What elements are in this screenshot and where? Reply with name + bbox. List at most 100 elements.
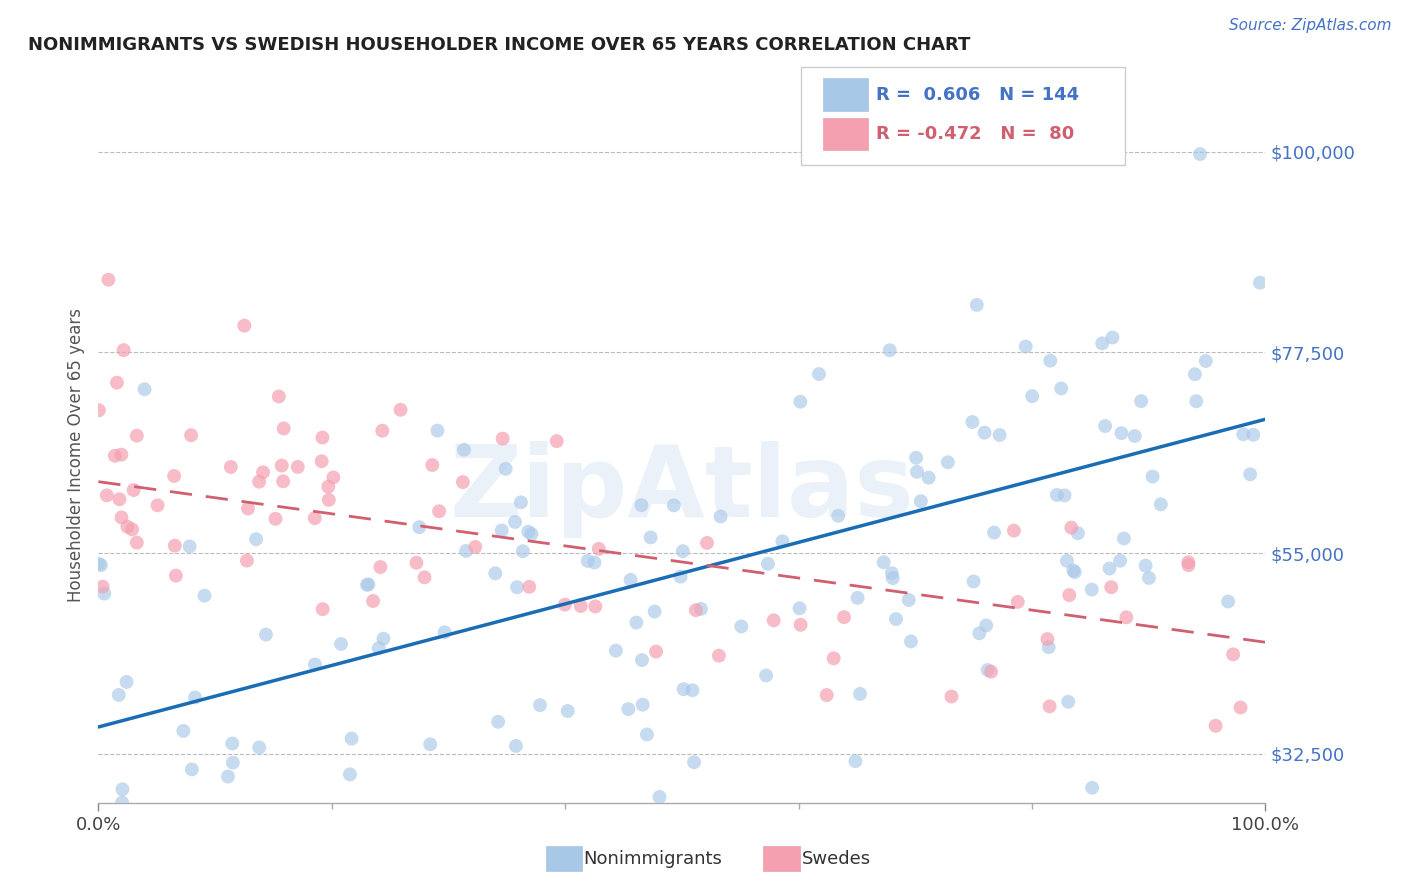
Point xyxy=(1185,394,1208,409)
Point xyxy=(316,480,339,494)
Point xyxy=(879,343,901,358)
Point xyxy=(420,458,443,472)
Point xyxy=(569,599,592,613)
Point xyxy=(617,702,640,716)
Point xyxy=(696,536,718,550)
Point xyxy=(367,641,389,656)
Point xyxy=(163,469,186,483)
Point xyxy=(1059,588,1081,602)
Text: R =  0.606   N = 144: R = 0.606 N = 144 xyxy=(876,86,1078,103)
Point xyxy=(115,675,138,690)
Point xyxy=(146,499,169,513)
Point xyxy=(114,822,136,837)
Point xyxy=(1189,147,1212,161)
Point xyxy=(1249,276,1271,290)
Point xyxy=(1130,394,1153,409)
Point xyxy=(236,817,259,831)
Point xyxy=(270,458,292,473)
Point xyxy=(491,524,513,538)
Point xyxy=(193,589,215,603)
Point xyxy=(96,488,118,502)
Point xyxy=(419,737,441,751)
Point xyxy=(247,475,270,489)
Point xyxy=(1015,339,1038,353)
Point xyxy=(172,723,194,738)
Point xyxy=(304,657,326,672)
Point xyxy=(165,568,187,582)
Point xyxy=(236,501,259,516)
Point xyxy=(631,698,654,712)
Point xyxy=(966,298,988,312)
Point xyxy=(1094,419,1116,434)
Point xyxy=(464,540,486,554)
Point xyxy=(247,740,270,755)
Point xyxy=(882,571,904,585)
Point xyxy=(454,544,477,558)
Point xyxy=(1046,488,1069,502)
Point xyxy=(1060,521,1083,535)
Text: Swedes: Swedes xyxy=(801,850,870,868)
Point xyxy=(789,617,811,632)
Point xyxy=(510,495,533,509)
Point xyxy=(245,532,267,546)
Point xyxy=(1115,610,1137,624)
Point xyxy=(287,459,309,474)
Point xyxy=(682,683,704,698)
Point xyxy=(789,394,811,409)
Point xyxy=(756,557,779,571)
Point xyxy=(271,475,294,489)
Point xyxy=(453,442,475,457)
Point xyxy=(330,637,353,651)
Point xyxy=(111,796,134,810)
Point xyxy=(427,504,450,518)
Point xyxy=(408,520,430,534)
Point xyxy=(1123,429,1146,443)
Point xyxy=(554,598,576,612)
Point xyxy=(823,651,845,665)
Point xyxy=(1137,571,1160,585)
Point xyxy=(371,424,394,438)
Point xyxy=(107,688,129,702)
Point xyxy=(413,570,436,584)
Point xyxy=(910,494,932,508)
Point xyxy=(685,603,707,617)
Point xyxy=(900,634,922,648)
Point xyxy=(311,454,333,468)
Point xyxy=(849,687,872,701)
Point xyxy=(1039,699,1062,714)
Point xyxy=(491,432,513,446)
Point xyxy=(252,466,274,480)
Point xyxy=(112,343,135,357)
Point xyxy=(644,605,666,619)
Point xyxy=(844,754,866,768)
Point xyxy=(1101,330,1123,344)
Point xyxy=(111,782,134,797)
Point xyxy=(517,524,540,539)
Point xyxy=(884,612,907,626)
Point xyxy=(1232,427,1254,442)
Point xyxy=(136,822,159,837)
Point xyxy=(389,402,412,417)
Point xyxy=(636,727,658,741)
Point xyxy=(122,483,145,497)
Point xyxy=(905,465,928,479)
Point xyxy=(311,431,333,445)
Point xyxy=(506,580,529,594)
Point xyxy=(969,626,991,640)
Point xyxy=(730,619,752,633)
Point xyxy=(583,599,606,614)
Point xyxy=(180,763,202,777)
Point xyxy=(91,580,114,594)
Text: Source: ZipAtlas.com: Source: ZipAtlas.com xyxy=(1229,18,1392,33)
Point xyxy=(973,425,995,440)
Point xyxy=(1056,554,1078,568)
Point xyxy=(1067,526,1090,541)
Point xyxy=(905,450,928,465)
Point xyxy=(630,498,652,512)
Point xyxy=(495,462,517,476)
Point xyxy=(426,424,449,438)
Point xyxy=(1111,426,1133,441)
Text: R = -0.472   N =  80: R = -0.472 N = 80 xyxy=(876,125,1074,143)
Point xyxy=(520,527,543,541)
Point xyxy=(772,534,794,549)
